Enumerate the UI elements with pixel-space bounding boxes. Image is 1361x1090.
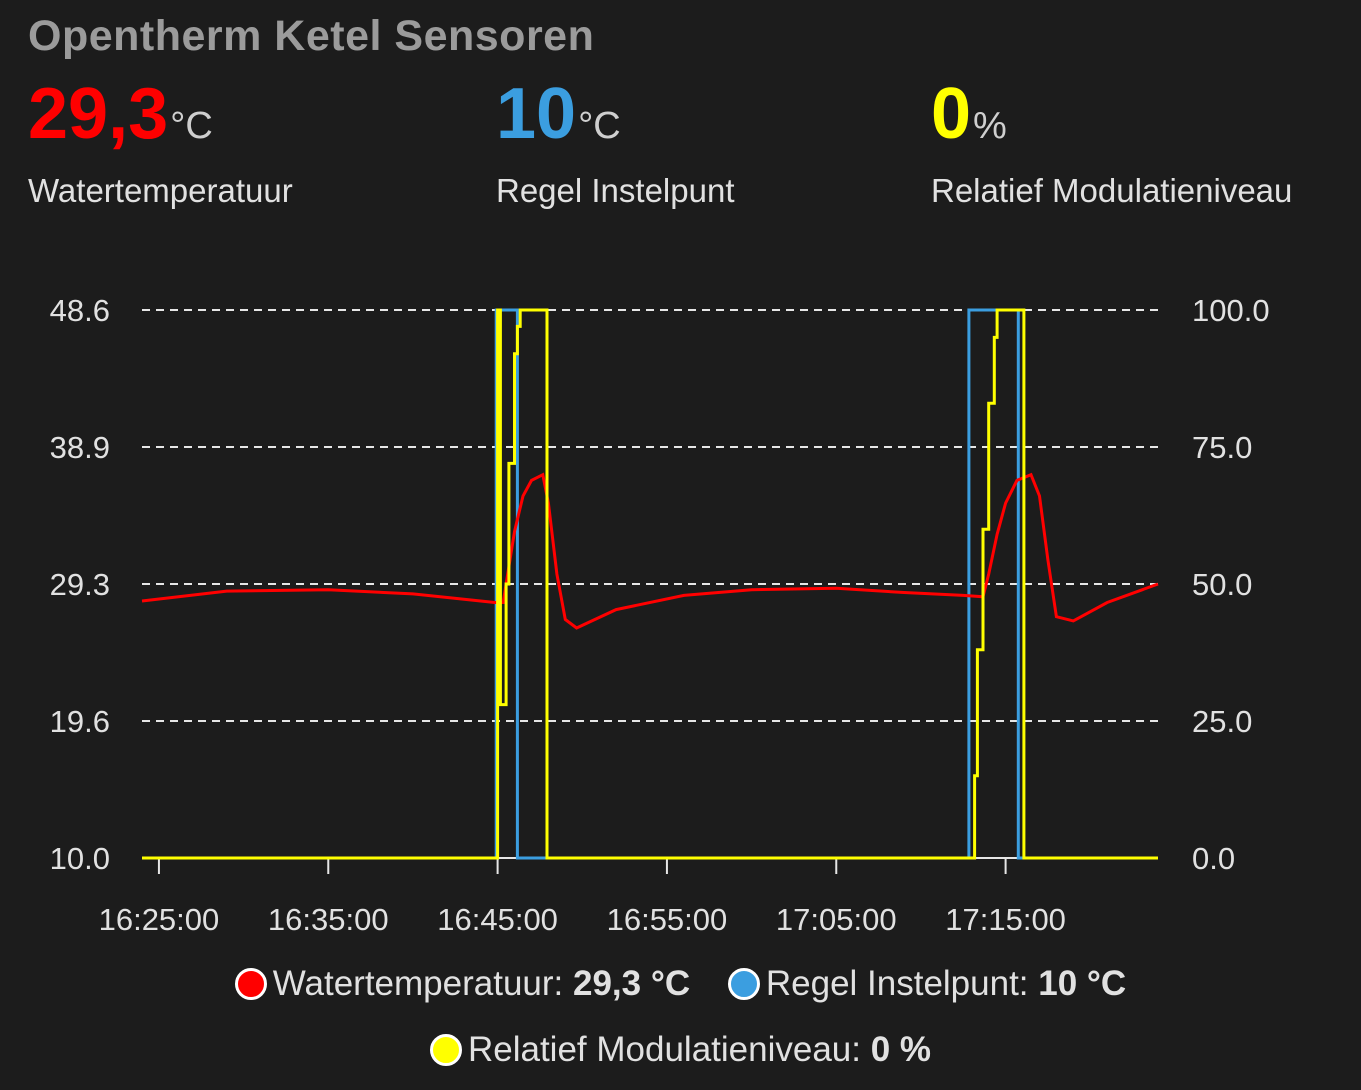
- stat-label: Relatief Modulatieniveau: [931, 172, 1293, 209]
- stat-label: Regel Instelpunt: [496, 172, 735, 209]
- y-right-tick-label: 50.0: [1192, 567, 1252, 602]
- stat-value: 0: [931, 74, 972, 154]
- chart-legend-row2: Relatief Modulatieniveau: 0 %: [0, 1028, 1361, 1070]
- legend-dot-icon: [727, 967, 760, 1000]
- x-tick-label: 16:25:00: [99, 902, 220, 937]
- series-line-watertemperatuur: [141, 472, 1159, 630]
- legend-dot-icon: [234, 967, 267, 1000]
- legend-value: 29,3 °C: [573, 963, 691, 1003]
- y-right-tick-label: 100.0: [1192, 293, 1270, 328]
- y-left-tick-label: 48.6: [50, 293, 110, 328]
- stat-watertemperatuur[interactable]: 29,3°C Watertemperatuur: [28, 78, 293, 210]
- legend-item-relatief-modulatieniveau[interactable]: Relatief Modulatieniveau: 0 %: [429, 1029, 932, 1070]
- y-left-tick-label: 10.0: [50, 841, 110, 876]
- y-left-tick-label: 38.9: [50, 430, 110, 465]
- card-title: Opentherm Ketel Sensoren: [28, 12, 595, 60]
- x-tick-label: 16:45:00: [437, 902, 558, 937]
- legend-label: Watertemperatuur:: [272, 963, 564, 1003]
- stat-value: 29,3: [28, 74, 169, 154]
- legend-dot-icon: [429, 1033, 462, 1066]
- legend-item-regel-instelpunt[interactable]: Regel Instelpunt: 10 °C: [727, 963, 1127, 1004]
- x-tick-label: 16:55:00: [607, 902, 728, 937]
- stat-unit: %: [973, 105, 1007, 147]
- chart-legend: Watertemperatuur: 29,3 °C Regel Instelpu…: [0, 962, 1361, 1004]
- y-right-tick-label: 75.0: [1192, 430, 1252, 465]
- x-tick-label: 17:15:00: [945, 902, 1066, 937]
- legend-item-watertemperatuur[interactable]: Watertemperatuur: 29,3 °C: [234, 963, 691, 1004]
- stat-unit: °C: [578, 105, 621, 147]
- series-line-relatief-modulatieniveau: [142, 308, 1158, 860]
- history-chart[interactable]: 48.6 100.0 38.9 75.0 29.3 50.0 19.6 25.0 10.0 0.0…: [0, 0, 1361, 950]
- x-tick-label: 17:05:00: [776, 902, 897, 937]
- stat-regel-instelpunt[interactable]: 10°C Regel Instelpunt: [496, 78, 735, 210]
- legend-label: Relatief Modulatieniveau:: [467, 1029, 861, 1069]
- stat-label: Watertemperatuur: [28, 172, 293, 209]
- y-right-tick-label: 25.0: [1192, 704, 1252, 739]
- legend-label: Regel Instelpunt:: [765, 963, 1029, 1003]
- stat-unit: °C: [170, 105, 213, 147]
- legend-value: 10 °C: [1038, 963, 1127, 1003]
- stat-relatief-modulatieniveau[interactable]: 0% Relatief Modulatieniveau: [931, 78, 1292, 210]
- y-right-tick-label: 0.0: [1192, 841, 1235, 876]
- x-tick-label: 16:35:00: [268, 902, 389, 937]
- legend-value: 0 %: [870, 1029, 932, 1069]
- y-left-tick-label: 29.3: [50, 567, 110, 602]
- stat-value: 10: [496, 74, 577, 154]
- y-left-tick-label: 19.6: [50, 704, 110, 739]
